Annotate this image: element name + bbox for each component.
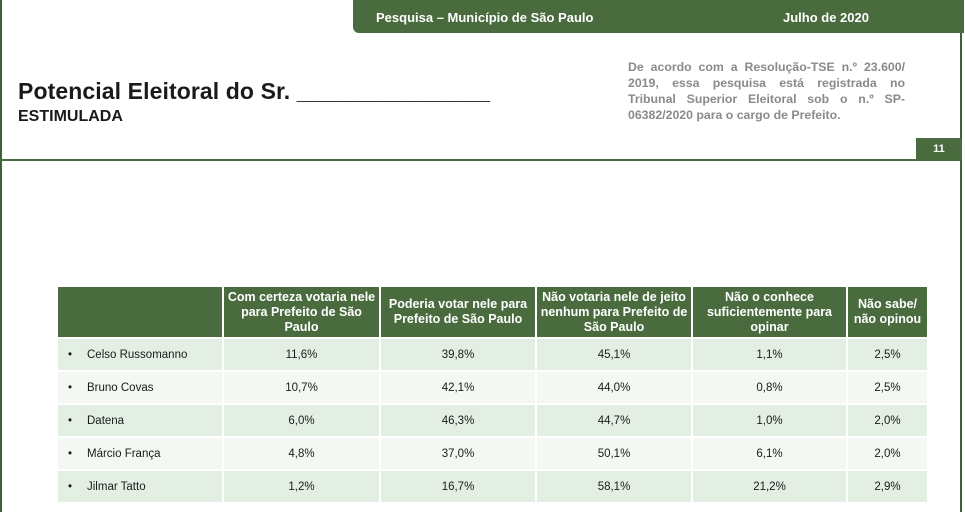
registration-note: De acordo com a Resolução-TSE n.º 23.600…: [628, 60, 905, 122]
survey-date: Julho de 2020: [783, 10, 869, 25]
value-cell: 45,1%: [536, 337, 693, 371]
candidate-cell: • Bruno Covas: [58, 370, 224, 404]
candidate-name: Celso Russomanno: [87, 348, 188, 361]
table-row: • Datena 6,0% 46,3% 44,7% 1,0% 2,0%: [58, 403, 927, 437]
value-cell: 1,0%: [692, 403, 848, 437]
candidate-cell: • Márcio França: [58, 436, 224, 470]
value-cell: 46,3%: [380, 403, 537, 437]
value-cell: 1,1%: [692, 337, 848, 371]
candidate-cell: • Jilmar Tatto: [58, 469, 224, 502]
candidate-name: Datena: [87, 414, 125, 427]
table-header-row: Com certeza votaria nele para Prefeito d…: [58, 287, 927, 338]
table-row: • Márcio França 4,8% 37,0% 50,1% 6,1% 2,0…: [58, 436, 927, 470]
bullet-icon: •: [68, 414, 73, 427]
candidate-cell: • Datena: [58, 403, 224, 437]
column-header: Não votaria nele de jeito nenhum para Pr…: [536, 287, 693, 338]
header-bar: Pesquisa – Município de São Paulo Julho …: [353, 0, 964, 33]
page-number-badge: 11: [916, 138, 962, 160]
value-cell: 2,0%: [847, 436, 927, 470]
value-cell: 37,0%: [380, 436, 537, 470]
header-candidate-column: [58, 287, 224, 338]
column-header: Com certeza votaria nele para Prefeito d…: [223, 287, 381, 338]
value-cell: 39,8%: [380, 337, 537, 371]
value-cell: 50,1%: [536, 436, 693, 470]
page-subtitle: ESTIMULADA: [18, 108, 123, 125]
value-cell: 11,6%: [223, 337, 381, 371]
value-cell: 2,5%: [847, 337, 927, 371]
value-cell: 1,2%: [223, 469, 381, 502]
page-title: Potencial Eleitoral do Sr. _____________…: [18, 78, 491, 104]
candidate-cell: • Celso Russomanno: [58, 337, 224, 371]
value-cell: 44,7%: [536, 403, 693, 437]
results-table: Com certeza votaria nele para Prefeito d…: [58, 287, 927, 502]
bullet-icon: •: [68, 447, 73, 460]
column-header: Poderia votar nele para Prefeito de São …: [380, 287, 537, 338]
value-cell: 42,1%: [380, 370, 537, 404]
bullet-icon: •: [68, 348, 73, 361]
survey-label: Pesquisa – Município de São Paulo: [376, 10, 594, 25]
header-divider: [0, 159, 962, 161]
bullet-icon: •: [68, 480, 73, 493]
table-row: • Jilmar Tatto 1,2% 16,7% 58,1% 21,2% 2,9…: [58, 469, 927, 502]
bullet-icon: •: [68, 381, 73, 394]
value-cell: 10,7%: [223, 370, 381, 404]
value-cell: 2,9%: [847, 469, 927, 502]
value-cell: 58,1%: [536, 469, 693, 502]
table-row: • Celso Russomanno 11,6% 39,8% 45,1% 1,1%…: [58, 337, 927, 371]
table-row: • Bruno Covas 10,7% 42,1% 44,0% 0,8% 2,5%: [58, 370, 927, 404]
candidate-name: Márcio França: [87, 447, 161, 460]
value-cell: 21,2%: [692, 469, 848, 502]
column-header: Não o conhece suficientemente para opina…: [692, 287, 848, 338]
candidate-name: Jilmar Tatto: [87, 480, 146, 493]
column-header: Não sabe/ não opinou: [847, 287, 927, 338]
value-cell: 44,0%: [536, 370, 693, 404]
value-cell: 16,7%: [380, 469, 537, 502]
left-border: [0, 0, 2, 512]
value-cell: 6,1%: [692, 436, 848, 470]
value-cell: 2,0%: [847, 403, 927, 437]
value-cell: 4,8%: [223, 436, 381, 470]
right-border: [960, 0, 962, 512]
value-cell: 2,5%: [847, 370, 927, 404]
candidate-name: Bruno Covas: [87, 381, 154, 394]
value-cell: 0,8%: [692, 370, 848, 404]
value-cell: 6,0%: [223, 403, 381, 437]
